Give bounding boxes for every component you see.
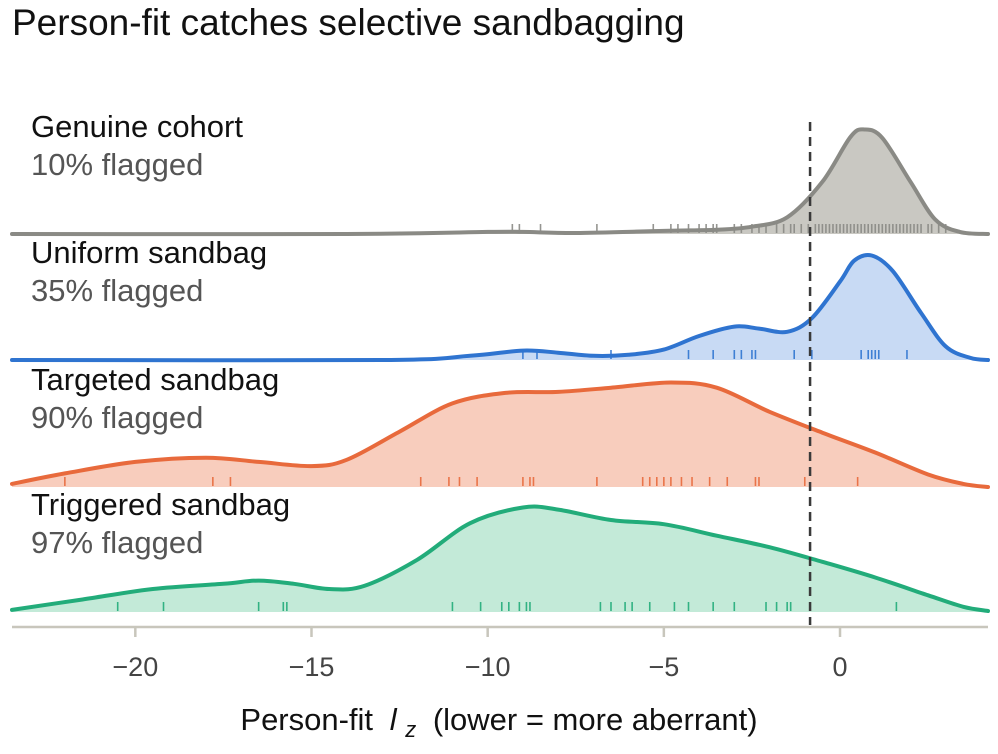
ridge-triggered-sandbag xyxy=(10,504,990,613)
rug-marks xyxy=(522,350,908,359)
x-axis-title: Person-fit l z (lower = more aberrant) xyxy=(240,702,757,744)
ridge-genuine-cohort xyxy=(10,127,990,237)
chart-title: Person-fit catches selective sandbagging xyxy=(12,2,685,43)
x-tick-label: −20 xyxy=(112,652,158,682)
row-label: Genuine cohort xyxy=(31,109,243,144)
density-area xyxy=(12,382,988,487)
row-flag-label: 90% flagged xyxy=(31,400,203,435)
density-area xyxy=(12,254,988,361)
x-tick-label: −15 xyxy=(289,652,335,682)
x-tick-label: 0 xyxy=(832,652,847,682)
density-area xyxy=(12,506,988,612)
x-axis-title-text: Person-fit xyxy=(240,702,373,737)
x-axis-title-subscript: z xyxy=(404,717,416,742)
density-area xyxy=(12,129,988,235)
rug-marks xyxy=(116,602,898,611)
ridge-targeted-sandbag xyxy=(10,380,990,489)
density-curve xyxy=(10,127,990,237)
rug-marks xyxy=(64,477,859,486)
ridge-uniform-sandbag xyxy=(10,252,990,363)
x-axis-title-symbol: l xyxy=(390,702,398,737)
row-flag-label: 10% flagged xyxy=(31,147,203,182)
row-label: Uniform sandbag xyxy=(31,235,267,270)
density-curve xyxy=(10,380,990,489)
density-curve xyxy=(10,252,990,363)
row-flag-label: 35% flagged xyxy=(31,273,203,308)
x-tick-label: −5 xyxy=(648,652,679,682)
ridges xyxy=(10,127,990,613)
x-axis-ticks: −20 −15 −10 −5 0 xyxy=(112,628,848,682)
x-axis-title-suffix: (lower = more aberrant) xyxy=(433,702,758,737)
row-label: Triggered sandbag xyxy=(31,487,290,522)
row-label: Targeted sandbag xyxy=(31,362,279,397)
x-tick-label: −10 xyxy=(465,652,511,682)
row-flag-label: 97% flagged xyxy=(31,525,203,560)
density-curve xyxy=(10,504,990,613)
